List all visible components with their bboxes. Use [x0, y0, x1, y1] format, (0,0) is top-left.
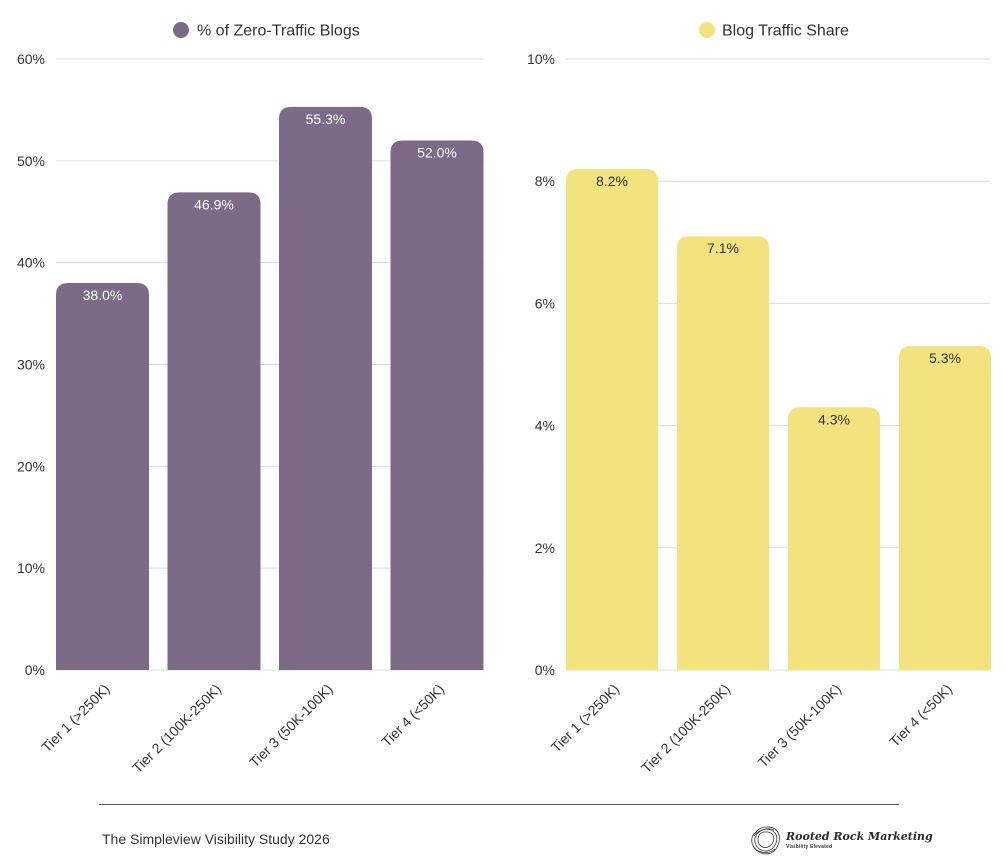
bar	[677, 236, 769, 670]
y-tick-label: 10%	[17, 560, 45, 576]
data-label: 8.2%	[596, 173, 628, 189]
bar	[56, 283, 149, 670]
data-label: 46.9%	[194, 196, 234, 212]
y-tick-label: 0%	[535, 662, 555, 678]
y-tick-label: 0%	[25, 662, 45, 678]
data-label: 55.3%	[306, 111, 346, 127]
legend-swatch	[173, 22, 189, 38]
y-tick-label: 30%	[17, 357, 45, 373]
bar	[390, 140, 484, 670]
data-label: 4.3%	[818, 411, 850, 427]
brand-name: Rooted Rock Marketing	[786, 829, 933, 843]
legend-label: % of Zero-Traffic Blogs	[197, 23, 360, 40]
y-tick-label: 10%	[527, 51, 555, 67]
data-label: 52.0%	[417, 144, 457, 160]
x-tick-label: Tier 2 (100K-250K)	[638, 681, 733, 776]
x-tick-label: Tier 3 (50K-100K)	[246, 681, 336, 771]
bar	[788, 407, 880, 670]
legend-label: Blog Traffic Share	[722, 23, 849, 40]
rock-logo-icon	[751, 826, 780, 855]
x-tick-label: Tier 4 (<50K)	[378, 681, 447, 750]
footer-source: The Simpleview Visibility Study 2026	[102, 831, 330, 847]
brand-tagline: Visibility Elevated	[786, 843, 833, 850]
x-tick-label: Tier 3 (50K-100K)	[754, 681, 844, 771]
y-tick-label: 6%	[535, 295, 555, 311]
y-tick-label: 4%	[535, 418, 555, 434]
x-tick-label: Tier 1 (>250K)	[548, 681, 623, 756]
bar	[566, 168, 658, 671]
x-tick-label: Tier 1 (>250K)	[38, 681, 113, 756]
legend-swatch	[699, 22, 715, 38]
y-tick-label: 40%	[17, 255, 45, 271]
bar	[279, 106, 372, 670]
bar	[899, 346, 991, 670]
data-label: 38.0%	[83, 287, 123, 303]
x-tick-label: Tier 2 (100K-250K)	[129, 681, 224, 776]
x-tick-label: Tier 4 (<50K)	[886, 681, 955, 750]
y-tick-label: 2%	[535, 540, 555, 556]
y-tick-label: 20%	[17, 458, 45, 474]
bar	[167, 192, 261, 670]
data-label: 5.3%	[929, 350, 961, 366]
y-tick-label: 50%	[17, 153, 45, 169]
footer-divider	[99, 804, 899, 805]
y-tick-label: 8%	[535, 173, 555, 189]
charts-canvas: 0% 10% 20% 30% 40% 50% 60% 38.0% Tier 1 (>250K) 4…	[17, 22, 991, 776]
brand-logo-group: Rooted Rock Marketing Visibility Elevate…	[748, 822, 933, 858]
data-label: 7.1%	[707, 240, 739, 256]
y-tick-label: 60%	[17, 51, 45, 67]
